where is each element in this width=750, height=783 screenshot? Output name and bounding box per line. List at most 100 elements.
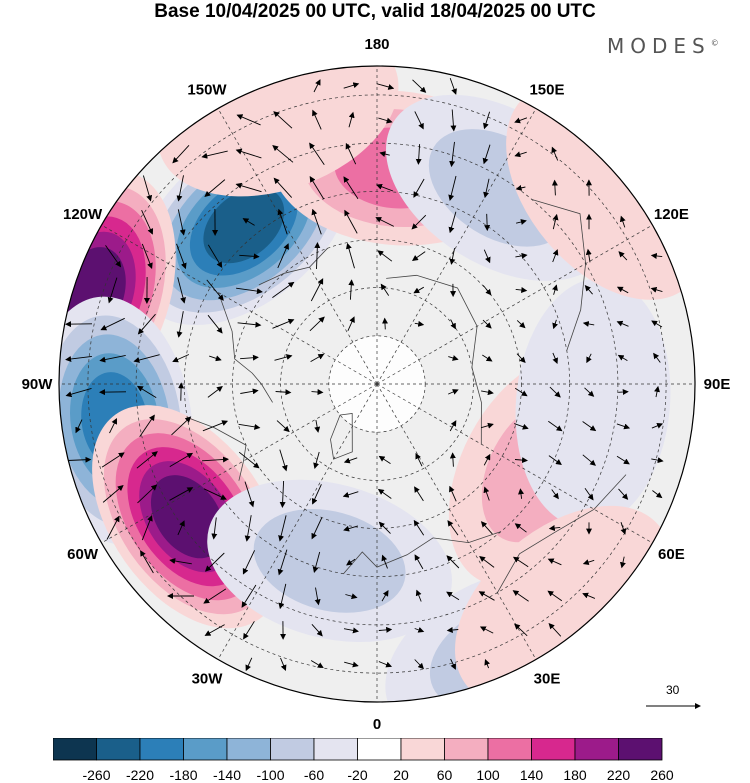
wind-vector [277, 549, 288, 576]
wind-vector [273, 177, 293, 198]
colorbar-tick-label: -60 [304, 767, 324, 783]
coastline [330, 413, 353, 460]
wind-vector [240, 388, 259, 395]
wind-vector [484, 658, 491, 669]
map-border [58, 65, 696, 703]
wind-vector [109, 418, 117, 434]
wind-vector [142, 175, 153, 202]
wind-vectors [65, 77, 664, 672]
wind-vector [380, 283, 390, 296]
wind-vector [515, 287, 528, 294]
wind-vector [414, 111, 424, 130]
wind-vector [582, 592, 596, 599]
wind-vector [585, 248, 592, 263]
wind-vector [313, 451, 320, 469]
wind-vector [414, 320, 425, 327]
wind-vector [176, 243, 187, 270]
wind-vector [551, 146, 559, 161]
wind-vector [446, 555, 460, 569]
colorbar-box [183, 738, 228, 761]
wind-vector [169, 487, 194, 501]
wind-vector [378, 661, 393, 668]
wind-vector [618, 251, 628, 261]
colorbar-box [270, 738, 315, 761]
wind-vector [479, 626, 494, 634]
wind-vector [378, 626, 393, 633]
wind-vector [414, 659, 424, 670]
wind-vector [272, 281, 295, 298]
wind-vector [235, 148, 262, 159]
wind-vector [480, 422, 494, 429]
wind-vector [207, 244, 223, 269]
wind-vector [310, 660, 324, 669]
wind-vector [448, 211, 457, 234]
wind-vector [240, 354, 259, 361]
wind-vector [449, 141, 456, 168]
wind-vector [482, 285, 492, 296]
wind-vector [582, 320, 595, 327]
wind-vector [239, 253, 260, 260]
wind-vector [484, 213, 491, 232]
wind-vector [379, 151, 390, 157]
map-title: Base 10/04/2025 00 UTC, valid 18/04/2025… [154, 1, 596, 22]
wind-vector [277, 243, 289, 269]
graticule [59, 66, 695, 702]
wind-vector [211, 517, 218, 540]
wind-vector [343, 627, 359, 634]
wind-vector [552, 249, 559, 263]
colorbar-box [400, 738, 445, 761]
wind-vector [201, 456, 229, 463]
wind-vector [483, 111, 491, 130]
longitude-label: 90W [22, 376, 54, 393]
longitude-label: 0 [373, 716, 381, 733]
wind-vector [449, 77, 457, 95]
wind-vector [272, 318, 295, 329]
wind-vector [99, 354, 126, 363]
wind-vector [137, 484, 158, 504]
wind-vector [616, 455, 630, 465]
wind-vector [548, 420, 563, 432]
wind-vector [413, 178, 425, 198]
wind-vector [381, 554, 388, 569]
wind-vector [512, 590, 529, 602]
longitude-label: 120W [63, 206, 103, 223]
wind-vector [348, 279, 355, 300]
wind-vector [651, 457, 664, 464]
wind-vector [378, 455, 391, 464]
wind-vector [482, 354, 493, 362]
longitude-label: 30E [534, 670, 561, 687]
wind-vector [133, 354, 160, 363]
wind-vector [177, 520, 185, 536]
wind-vector [202, 420, 229, 432]
wind-vector [100, 317, 125, 331]
wind-vector [651, 320, 663, 328]
wind-vector [449, 485, 457, 502]
wind-vector [243, 621, 255, 640]
wind-vector [311, 208, 322, 235]
wind-vector [310, 353, 325, 362]
wind-vector [169, 558, 192, 565]
wind-vector [242, 218, 255, 226]
wind-vector [311, 389, 324, 396]
colorbar-box [531, 738, 576, 761]
wind-vector [514, 523, 527, 533]
wind-vector [348, 111, 355, 128]
wind-vector [273, 111, 293, 129]
wind-vector [102, 484, 124, 503]
coastline [343, 531, 502, 575]
wind-vector [619, 215, 626, 228]
wind-vector [207, 385, 223, 398]
wind-vector [449, 452, 456, 467]
longitude-label: 120E [654, 206, 689, 223]
wind-vector [450, 658, 456, 670]
longitude-label: 30W [192, 670, 224, 687]
wind-vector [515, 184, 526, 191]
wind-vector [381, 590, 389, 602]
wind-vector [141, 243, 153, 270]
wind-vector [345, 593, 358, 600]
wind-vector [548, 525, 561, 532]
wind-vector [141, 210, 154, 235]
wind-vector [314, 420, 321, 433]
wind-vector [245, 657, 253, 672]
wind-vector [446, 591, 460, 601]
